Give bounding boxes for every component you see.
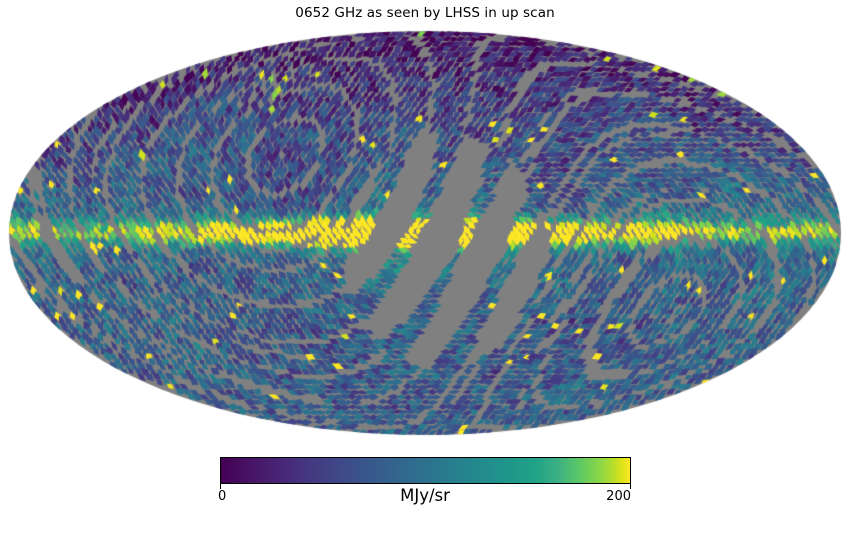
colorbar-max-label: 200 — [606, 489, 631, 504]
colorbar-gradient — [220, 457, 631, 484]
colorbar-tick-min — [220, 484, 221, 489]
colorbar-unit-label: MJy/sr — [400, 486, 450, 505]
colorbar-tick-max — [630, 484, 631, 489]
sky-map-canvas — [0, 0, 850, 450]
colorbar-min-label: 0 — [218, 489, 227, 504]
